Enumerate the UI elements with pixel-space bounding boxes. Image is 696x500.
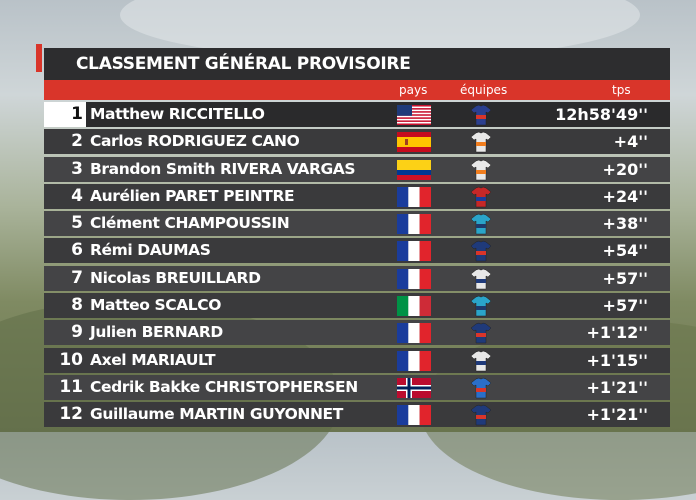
rider-name: Axel MARIAULT xyxy=(90,350,216,369)
rider-name: Brandon Smith RIVERA VARGAS xyxy=(90,159,356,178)
standings-row: 3 Brandon Smith RIVERA VARGAS +20'' xyxy=(44,156,670,182)
rank-number: 1 xyxy=(44,102,86,127)
standings-row: 7 Nicolas BREUILLARD +57'' xyxy=(44,265,670,291)
rider-time: +38'' xyxy=(602,214,648,234)
standings-row: 1 Matthew RICCITELLO 12h58'49'' xyxy=(44,102,670,127)
team-jersey-icon xyxy=(470,213,492,235)
rider-time: 12h58'49'' xyxy=(555,105,648,124)
rider-time: +20'' xyxy=(602,159,648,179)
rank-number: 8 xyxy=(71,295,83,316)
rank-number: 7 xyxy=(71,267,83,288)
title-accent xyxy=(36,44,42,72)
rider-name: Clément CHAMPOUSSIN xyxy=(90,214,290,233)
rider-time: +57'' xyxy=(602,268,648,288)
column-header-pays: pays xyxy=(399,83,428,97)
fr-flag-icon xyxy=(397,405,431,426)
standings-row: 5 Clément CHAMPOUSSIN +38'' xyxy=(44,211,670,237)
standings-row: 12 Guillaume MARTIN GUYONNET +1'21'' xyxy=(44,402,670,428)
rider-name: Cedrik Bakke CHRISTOPHERSEN xyxy=(90,377,358,396)
rank-number: 5 xyxy=(71,213,83,234)
team-jersey-icon xyxy=(470,295,492,317)
standings-row: 6 Rémi DAUMAS +54'' xyxy=(44,238,670,264)
rider-name: Aurélien PARET PEINTRE xyxy=(90,186,295,205)
rank-number: 12 xyxy=(59,404,83,425)
standings-list: 1 Matthew RICCITELLO 12h58'49'' 2 Carlos… xyxy=(44,102,670,430)
team-jersey-icon xyxy=(470,240,492,262)
team-jersey-icon xyxy=(470,131,492,153)
team-jersey-icon xyxy=(470,322,492,344)
rider-name: Matteo SCALCO xyxy=(90,296,222,315)
standings-row: 9 Julien BERNARD +1'12'' xyxy=(44,320,670,346)
rider-time: +1'15'' xyxy=(586,350,649,370)
team-jersey-icon xyxy=(470,377,492,399)
rider-name: Nicolas BREUILLARD xyxy=(90,268,261,287)
rider-time: +1'12'' xyxy=(586,323,649,343)
standings-row: 2 Carlos RODRIGUEZ CANO +4'' xyxy=(44,129,670,155)
standings-title: CLASSEMENT GÉNÉRAL PROVISOIRE xyxy=(76,54,411,74)
rider-name: Guillaume MARTIN GUYONNET xyxy=(90,405,343,424)
rank-number: 6 xyxy=(71,240,83,261)
fr-flag-icon xyxy=(397,323,431,344)
column-header-tps: tps xyxy=(612,83,631,97)
co-flag-icon xyxy=(397,159,431,180)
team-jersey-icon xyxy=(470,186,492,208)
standings-row: 11 Cedrik Bakke CHRISTOPHERSEN +1'21'' xyxy=(44,374,670,400)
team-jersey-icon xyxy=(470,404,492,426)
no-flag-icon xyxy=(397,377,431,398)
rider-name: Julien BERNARD xyxy=(90,323,223,342)
column-header-equipes: équipes xyxy=(460,83,508,97)
rank-number: 10 xyxy=(59,349,83,370)
rank-number: 4 xyxy=(71,185,83,206)
fr-flag-icon xyxy=(397,186,431,207)
standings-row: 10 Axel MARIAULT +1'15'' xyxy=(44,347,670,373)
rank-number: 3 xyxy=(71,158,83,179)
standings-title-bar: CLASSEMENT GÉNÉRAL PROVISOIRE xyxy=(44,48,670,80)
fr-flag-icon xyxy=(397,214,431,235)
rider-name: Matthew RICCITELLO xyxy=(90,105,265,123)
rider-time: +1'21'' xyxy=(586,405,649,425)
rider-time: +4'' xyxy=(613,132,648,152)
team-jersey-icon xyxy=(470,268,492,290)
fr-flag-icon xyxy=(397,350,431,371)
rider-time: +1'21'' xyxy=(586,377,649,397)
rank-number: 9 xyxy=(71,322,83,343)
fr-flag-icon xyxy=(397,241,431,262)
rider-time: +54'' xyxy=(602,241,648,261)
it-flag-icon xyxy=(397,296,431,317)
team-jersey-icon xyxy=(470,104,492,126)
column-header-bar: pays équipes tps xyxy=(44,80,670,100)
standings-row: 8 Matteo SCALCO +57'' xyxy=(44,293,670,319)
es-flag-icon xyxy=(397,132,431,153)
fr-flag-icon xyxy=(397,268,431,289)
standings-row: 4 Aurélien PARET PEINTRE +24'' xyxy=(44,183,670,209)
rider-name: Carlos RODRIGUEZ CANO xyxy=(90,132,300,151)
rider-time: +24'' xyxy=(602,186,648,206)
team-jersey-icon xyxy=(470,159,492,181)
us-flag-icon xyxy=(397,105,431,125)
rank-number: 11 xyxy=(59,376,83,397)
team-jersey-icon xyxy=(470,350,492,372)
rider-time: +57'' xyxy=(602,296,648,316)
rank-number: 2 xyxy=(71,131,83,152)
rider-name: Rémi DAUMAS xyxy=(90,241,211,260)
